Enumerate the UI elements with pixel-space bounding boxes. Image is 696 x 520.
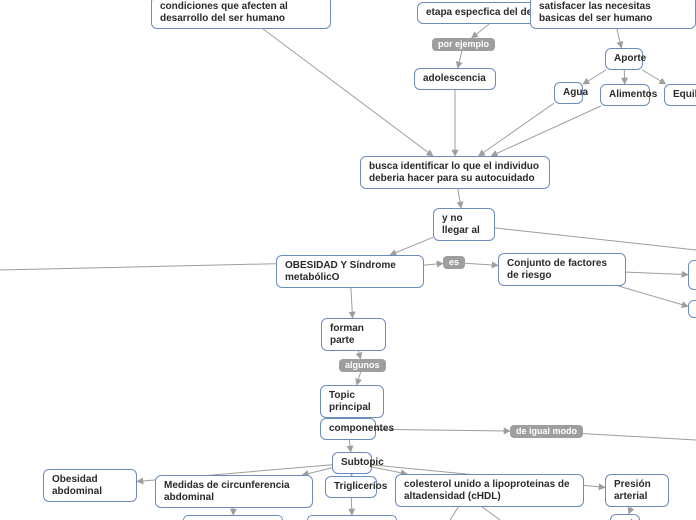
concept-node[interactable]: Presión arterial [605, 474, 669, 507]
concept-node[interactable] [688, 300, 696, 318]
concept-node[interactable]: componentes [320, 418, 376, 440]
link-label: es [443, 256, 465, 269]
concept-node[interactable]: OBESIDAD Y Síndrome metabólicO [276, 255, 424, 288]
concept-map-canvas: condiciones que afecten al desarrollo de… [0, 0, 696, 520]
link-label-text: algunos [345, 360, 380, 370]
node-label: Aporte [614, 53, 646, 64]
concept-node[interactable]: y no llegar al [433, 208, 495, 241]
concept-node[interactable]: Conjunto de factores de riesgo [498, 253, 626, 286]
node-label: colesterol unido a lipoproteinas de alta… [404, 479, 570, 502]
concept-node[interactable]: forman parte [321, 318, 386, 351]
concept-node[interactable]: Alimentos [600, 84, 650, 106]
concept-node[interactable]: Agua [554, 82, 583, 104]
node-label: busca identificar lo que el individuo de… [369, 161, 539, 184]
node-label: Subtopic [341, 457, 384, 468]
link-label-text: por ejemplo [438, 39, 489, 49]
concept-node[interactable]: Trigliceríos [325, 476, 377, 498]
node-label: Conjunto de factores de riesgo [507, 258, 607, 281]
node-label: OBESIDAD Y Síndrome metabólicO [285, 260, 396, 283]
concept-node[interactable]: Medidas de circunferencia abdominal [155, 475, 313, 508]
concept-node[interactable]: satisfacer las necesitas basicas del ser… [530, 0, 696, 29]
node-label: Alimentos [609, 89, 657, 100]
concept-node[interactable]: colesterol unido a lipoproteinas de alta… [395, 474, 584, 507]
node-label: Topic principal [329, 390, 371, 413]
node-label: condiciones que afecten al desarrollo de… [160, 1, 288, 24]
concept-node[interactable] [183, 515, 283, 520]
node-label: Presión arterial [614, 479, 651, 502]
concept-node[interactable]: adolescencia [414, 68, 496, 90]
link-label: por ejemplo [432, 38, 495, 51]
link-label: de igual modo [510, 425, 583, 438]
link-label-text: de igual modo [516, 426, 577, 436]
node-label: adolescencia [423, 73, 486, 84]
concept-node[interactable]: busca identificar lo que el individuo de… [360, 156, 550, 189]
concept-node[interactable]: Aporte [605, 48, 643, 70]
concept-node[interactable]: condiciones que afecten al desarrollo de… [151, 0, 331, 29]
concept-node[interactable] [688, 260, 696, 290]
node-label: Equilibr [673, 89, 696, 100]
node-label: forman parte [330, 323, 364, 346]
concept-node[interactable]: Obesidad abdominal [43, 469, 137, 502]
concept-node[interactable]: Equilibr [664, 84, 696, 106]
node-label: Obesidad abdominal [52, 474, 102, 497]
node-label: Agua [563, 87, 588, 98]
concept-node[interactable] [307, 515, 397, 520]
node-label: satisfacer las necesitas basicas del ser… [539, 1, 652, 24]
node-label: componentes [329, 423, 394, 434]
concept-node[interactable]: valor [610, 514, 640, 520]
link-label-text: es [449, 257, 459, 267]
node-label: Medidas de circunferencia abdominal [164, 480, 290, 503]
link-label: algunos [339, 359, 386, 372]
concept-node[interactable]: Subtopic [332, 452, 372, 474]
concept-node[interactable]: Topic principal [320, 385, 384, 418]
node-label: y no llegar al [442, 213, 480, 236]
node-label: Trigliceríos [334, 481, 387, 492]
